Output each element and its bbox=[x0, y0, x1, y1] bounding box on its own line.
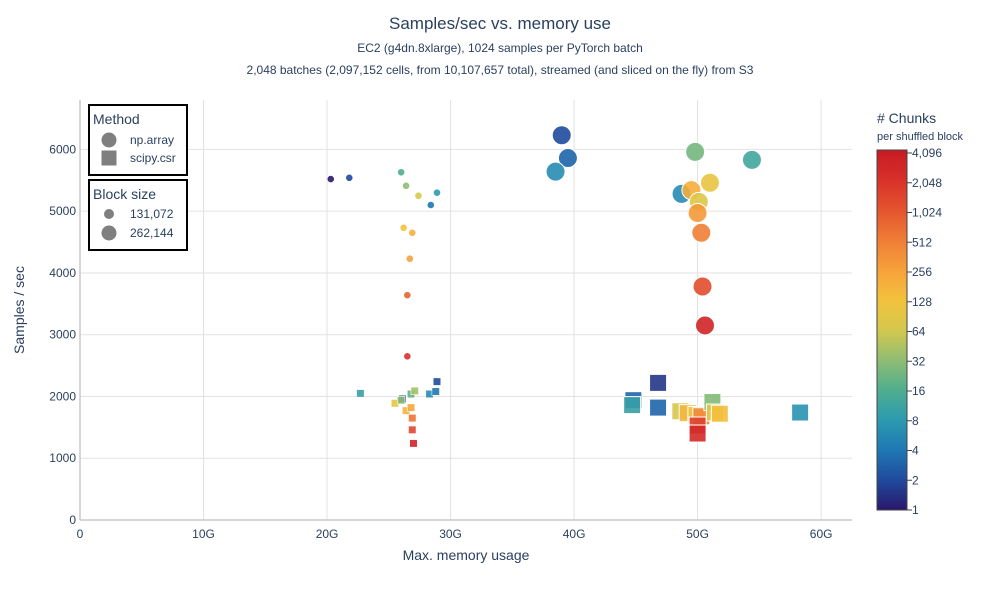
legend-size-title: Block size bbox=[93, 186, 156, 202]
scipy-csr-point bbox=[710, 404, 729, 423]
x-tick-label: 30G bbox=[439, 527, 462, 541]
legend-block-size: Block size 131,072 262,144 bbox=[88, 179, 188, 251]
grid-layer bbox=[79, 100, 852, 521]
y-tick-label: 4000 bbox=[49, 266, 76, 280]
colorbar-tick-label: 4,096 bbox=[912, 146, 942, 160]
chart-subtitle-2: 2,048 batches (2,097,152 cells, from 10,… bbox=[247, 63, 754, 77]
np-array-point bbox=[414, 191, 423, 200]
scipy-csr-point bbox=[406, 403, 416, 412]
legend-method-item-1: scipy.csr bbox=[130, 151, 176, 165]
scipy-csr-point bbox=[408, 413, 417, 423]
colorbar-tick-label: 64 bbox=[912, 325, 926, 339]
np-array-point bbox=[433, 188, 441, 197]
chart-title: Samples/sec vs. memory use bbox=[389, 14, 611, 33]
scipy-csr-point bbox=[791, 403, 810, 422]
legend-circle-icon bbox=[101, 132, 117, 148]
chart-subtitle-1: EC2 (g4dn.8xlarge), 1024 samples per PyT… bbox=[357, 41, 643, 55]
np-array-point bbox=[685, 141, 706, 162]
np-array-point bbox=[557, 148, 578, 169]
np-array-point bbox=[691, 222, 712, 243]
colorbar-subtitle: per shuffled block bbox=[877, 131, 964, 143]
legend-method-title: Method bbox=[93, 111, 140, 127]
np-array-point bbox=[403, 352, 412, 361]
x-axis-title: Max. memory usage bbox=[403, 547, 530, 563]
colorbar-tick-label: 8 bbox=[912, 414, 919, 428]
y-tick-label: 2000 bbox=[49, 389, 76, 403]
points-layer bbox=[326, 125, 810, 448]
scipy-csr-point bbox=[623, 396, 642, 415]
colorbar-gradient bbox=[876, 149, 908, 511]
colorbar-tick-label: 16 bbox=[912, 384, 926, 398]
legend-size-item-1: 262,144 bbox=[130, 226, 174, 240]
scipy-csr-point bbox=[409, 439, 418, 448]
x-tick-label: 60G bbox=[810, 527, 833, 541]
colorbar-tick-label: 4 bbox=[912, 444, 919, 458]
scipy-csr-point bbox=[432, 377, 442, 386]
np-array-point bbox=[403, 291, 412, 300]
colorbar-tick-label: 128 bbox=[912, 295, 932, 309]
legend-small-circle-icon bbox=[104, 209, 114, 219]
np-array-point bbox=[551, 125, 572, 146]
np-array-point bbox=[402, 181, 410, 190]
scipy-csr-point bbox=[397, 396, 406, 405]
colorbar-ticks: 1 2 4 8 16 32 64 128 256 512 1,024 2,048 4,096 bbox=[907, 146, 942, 517]
y-axis-title: Samples / sec bbox=[11, 266, 27, 354]
colorbar-tick-label: 256 bbox=[912, 265, 932, 279]
x-tick-label: 50G bbox=[686, 527, 709, 541]
np-array-point bbox=[326, 175, 335, 183]
np-array-point bbox=[545, 161, 566, 182]
y-tick-label: 5000 bbox=[49, 204, 76, 218]
np-array-point bbox=[397, 168, 406, 177]
x-tick-label: 0 bbox=[77, 527, 84, 541]
legend-square-icon bbox=[101, 150, 117, 166]
np-array-point bbox=[699, 172, 720, 193]
colorbar-tick-label: 2,048 bbox=[912, 176, 942, 190]
axis-layer: 0 10G 20G 30G 40G 50G 60G 0 1000 2000 3000 4000 5000… bbox=[49, 142, 832, 541]
colorbar: # Chunks per shuffled block 1 2 4 8 16 32 64 12… bbox=[876, 110, 964, 517]
np-array-point bbox=[695, 315, 716, 336]
scipy-csr-point bbox=[356, 389, 365, 398]
y-tick-label: 6000 bbox=[49, 142, 76, 156]
y-tick-label: 1000 bbox=[49, 451, 76, 465]
scipy-csr-point bbox=[410, 386, 419, 396]
colorbar-tick-label: 1 bbox=[912, 503, 919, 517]
np-array-point bbox=[405, 254, 414, 263]
x-tick-label: 20G bbox=[316, 527, 339, 541]
legend-size-item-0: 131,072 bbox=[130, 207, 174, 221]
y-tick-label: 3000 bbox=[49, 328, 76, 342]
x-tick-label: 10G bbox=[192, 527, 215, 541]
colorbar-tick-label: 2 bbox=[912, 473, 919, 487]
colorbar-tick-label: 1,024 bbox=[912, 206, 942, 220]
x-tick-label: 40G bbox=[563, 527, 586, 541]
scipy-csr-point bbox=[408, 425, 417, 434]
colorbar-tick-label: 32 bbox=[912, 354, 926, 368]
np-array-point bbox=[692, 276, 713, 297]
y-tick-label: 0 bbox=[69, 513, 76, 527]
legend-large-circle-icon bbox=[101, 225, 117, 241]
colorbar-title: # Chunks bbox=[877, 110, 936, 126]
legend-method: Method np.array scipy.csr bbox=[88, 104, 188, 176]
np-array-point bbox=[741, 149, 762, 170]
colorbar-tick-label: 512 bbox=[912, 235, 932, 249]
np-array-point bbox=[408, 228, 417, 237]
scipy-csr-point bbox=[431, 387, 440, 396]
legend-method-item-0: np.array bbox=[130, 133, 174, 147]
scipy-csr-point bbox=[688, 424, 707, 443]
np-array-point bbox=[687, 203, 708, 224]
np-array-point bbox=[345, 173, 354, 182]
np-array-point bbox=[399, 223, 408, 232]
np-array-point bbox=[426, 201, 435, 209]
scipy-csr-point bbox=[649, 373, 668, 392]
scipy-csr-point bbox=[649, 398, 668, 417]
